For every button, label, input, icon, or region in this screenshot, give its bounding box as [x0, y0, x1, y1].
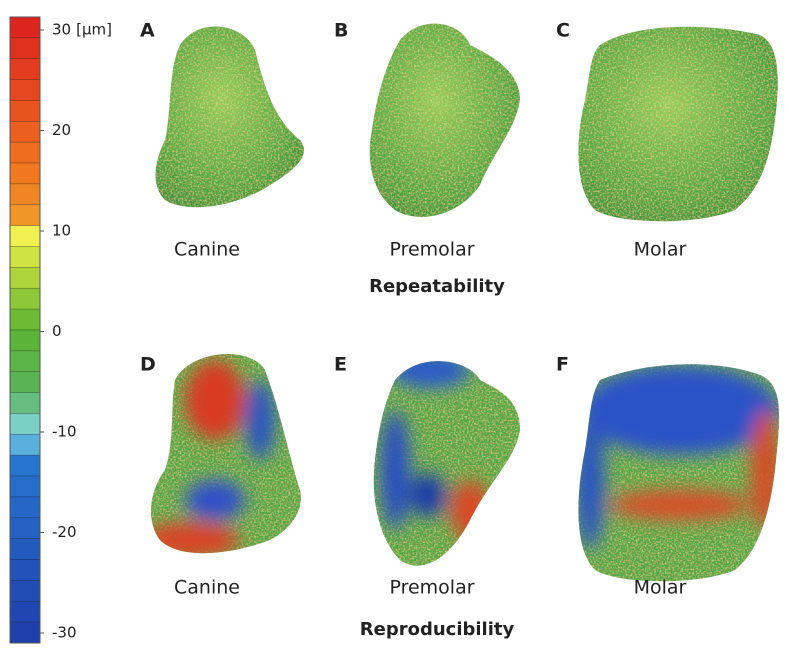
scale-band — [9, 392, 41, 414]
scale-band — [9, 517, 41, 539]
row-title: Repeatability — [369, 276, 505, 297]
tick-label: -30 — [52, 624, 77, 642]
tooth-molar — [578, 26, 778, 222]
tooth-premolar — [373, 361, 520, 566]
scale-band — [9, 475, 41, 498]
scale-unit: [µm] — [76, 21, 112, 39]
scale-band — [9, 580, 41, 602]
scale-band — [9, 621, 41, 644]
scale-band — [9, 58, 41, 80]
tooth-premolar — [369, 23, 520, 217]
panel-label: Canine — [174, 577, 240, 599]
scale-band — [9, 496, 41, 519]
tooth-molar — [578, 364, 780, 582]
panel-letter: D — [140, 354, 156, 376]
scale-band — [9, 371, 41, 393]
tooth-canine — [150, 353, 301, 554]
panel-letter: F — [556, 354, 569, 376]
scale-band — [9, 79, 41, 101]
scale-band — [9, 183, 41, 206]
panel-label: Molar — [634, 239, 687, 261]
color-scale: 30 [µm] 20 10 0 -10 -20 -30 — [9, 16, 112, 644]
panel-letter: E — [334, 354, 347, 376]
panel-label: Canine — [174, 239, 240, 261]
scale-band — [9, 434, 41, 456]
scale-band — [9, 600, 41, 623]
scale-band — [9, 37, 41, 60]
tick-label: 10 — [52, 222, 71, 240]
scale-band — [9, 350, 41, 373]
scale-band — [9, 308, 41, 331]
scale-band — [9, 16, 41, 39]
scale-frame — [9, 16, 41, 644]
scale-band — [9, 162, 41, 185]
scale-band — [9, 287, 41, 310]
scale-band — [9, 100, 41, 122]
panel-label: Premolar — [389, 577, 474, 599]
panel-label: Premolar — [389, 239, 474, 261]
scale-band — [9, 267, 41, 289]
tick-label: 20 — [52, 121, 71, 139]
panel-label: Molar — [634, 577, 687, 599]
panel-letter: B — [334, 20, 348, 42]
scale-band — [9, 413, 41, 435]
scale-band — [9, 538, 41, 560]
tick-label: 30 — [52, 21, 71, 39]
scale-band — [9, 454, 41, 477]
scale-band — [9, 225, 41, 247]
scale-band — [9, 329, 41, 352]
tick-label: 0 — [52, 322, 62, 340]
tick-label: -20 — [52, 523, 77, 541]
scale-band — [9, 246, 41, 268]
row-title: Reproducibility — [360, 619, 515, 640]
panel-letter: C — [556, 20, 570, 42]
scale-band — [9, 559, 41, 581]
scale-band — [9, 204, 41, 226]
panel-letter: A — [140, 20, 155, 42]
tooth-canine — [155, 26, 304, 208]
scale-band — [9, 141, 41, 164]
tick-label: -10 — [52, 423, 77, 441]
scale-band — [9, 121, 41, 143]
